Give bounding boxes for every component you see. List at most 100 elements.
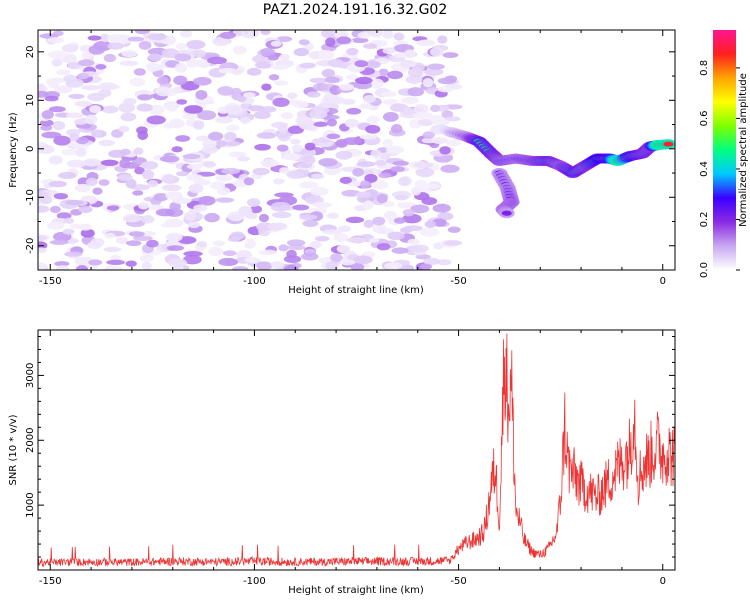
noise-cell	[270, 40, 282, 47]
noise-cell	[133, 147, 144, 155]
noise-cell	[39, 119, 54, 127]
noise-cell	[374, 159, 387, 166]
noise-cell	[435, 118, 450, 125]
noise-cell	[321, 30, 336, 39]
noise-cell	[63, 74, 77, 83]
noise-cell	[422, 77, 434, 88]
noise-cell	[260, 47, 276, 57]
noise-cell	[98, 179, 110, 186]
noise-cell	[74, 183, 91, 193]
noise-cell	[132, 190, 144, 196]
figure-title: PAZ1.2024.191.16.32.G02	[263, 2, 448, 18]
noise-cell	[274, 80, 289, 86]
noise-cell	[165, 232, 183, 242]
noise-cell	[61, 43, 79, 53]
noise-cell	[378, 172, 392, 179]
noise-cell	[368, 78, 385, 89]
noise-cell	[309, 109, 328, 119]
noise-cell	[53, 192, 69, 200]
noise-cell	[420, 227, 440, 237]
noise-cell	[188, 183, 204, 194]
noise-cell	[123, 98, 137, 106]
noise-cell	[313, 121, 328, 127]
noise-cell	[106, 259, 126, 265]
noise-cell	[221, 167, 241, 175]
noise-cell	[261, 83, 272, 91]
noise-cell	[47, 50, 67, 59]
noise-cell	[314, 235, 330, 242]
noise-cell	[402, 209, 415, 217]
noise-cell	[329, 96, 346, 105]
noise-cell	[231, 266, 249, 270]
colorbar-tick-label: 0.8	[699, 60, 710, 76]
noise-cell	[95, 64, 107, 70]
noise-cell	[327, 58, 344, 68]
colorbar: 0.0 0.2 0.4 0.6 0.8 Normalized spectral ampl…	[699, 30, 749, 278]
noise-cell	[243, 92, 256, 99]
snr-y-axis: 1000 2000 3000	[25, 335, 675, 571]
noise-cell	[366, 115, 380, 125]
noise-cell	[225, 140, 241, 147]
noise-cell	[417, 118, 434, 126]
noise-cell	[376, 243, 391, 251]
noise-cell	[197, 110, 217, 121]
noise-cell	[56, 212, 72, 220]
y-tick-label: -20	[25, 238, 36, 254]
snr-x-axis: -150 -100 -50 0	[39, 330, 666, 587]
noise-cell	[219, 31, 237, 39]
spectrogram-frame	[37, 29, 676, 271]
noise-cell	[260, 159, 279, 168]
noise-cell	[256, 132, 277, 139]
noise-cell	[66, 112, 84, 119]
noise-cell	[125, 240, 142, 247]
noise-cell	[40, 124, 53, 131]
noise-cell	[215, 140, 228, 147]
noise-cell	[133, 68, 146, 76]
noise-cell	[301, 252, 319, 261]
noise-cell	[61, 148, 79, 156]
noise-cell	[46, 77, 66, 84]
noise-cell	[77, 59, 95, 67]
ridge-cell	[663, 141, 674, 147]
noise-cell	[107, 42, 124, 50]
noise-cell	[176, 42, 188, 50]
noise-cell	[410, 187, 422, 196]
noise-cell	[122, 214, 142, 223]
noise-cell	[252, 167, 270, 176]
noise-cell	[253, 111, 271, 120]
noise-cell	[212, 240, 226, 247]
y-tick-label: 2000	[25, 428, 36, 453]
noise-cell	[104, 265, 123, 270]
noise-cell	[325, 261, 339, 270]
noise-cell	[88, 259, 103, 266]
noise-cell	[53, 135, 71, 146]
noise-cell	[286, 244, 306, 251]
noise-cell	[363, 219, 374, 228]
noise-cell	[40, 195, 53, 205]
noise-cell	[246, 198, 261, 207]
noise-cell	[173, 75, 188, 86]
noise-cell	[51, 59, 63, 67]
noise-cell	[44, 95, 59, 102]
noise-cell	[423, 257, 441, 266]
noise-cell	[407, 238, 420, 245]
noise-cell	[415, 167, 435, 178]
noise-cell	[165, 191, 183, 201]
noise-cell	[298, 39, 310, 46]
noise-cell	[254, 143, 271, 151]
noise-cell	[258, 249, 278, 256]
noise-cell	[125, 260, 137, 267]
noise-cell	[41, 109, 54, 120]
noise-cell	[161, 222, 173, 228]
noise-cell	[382, 47, 396, 55]
noise-cell	[258, 213, 269, 223]
noise-cell	[414, 180, 428, 189]
noise-cell	[106, 205, 120, 211]
noise-cell	[142, 169, 155, 180]
noise-cell	[68, 93, 85, 99]
noise-cell	[345, 74, 358, 81]
noise-cell	[120, 112, 137, 122]
noise-cell	[168, 258, 188, 268]
noise-cell	[100, 159, 119, 167]
noise-cell	[224, 104, 244, 115]
